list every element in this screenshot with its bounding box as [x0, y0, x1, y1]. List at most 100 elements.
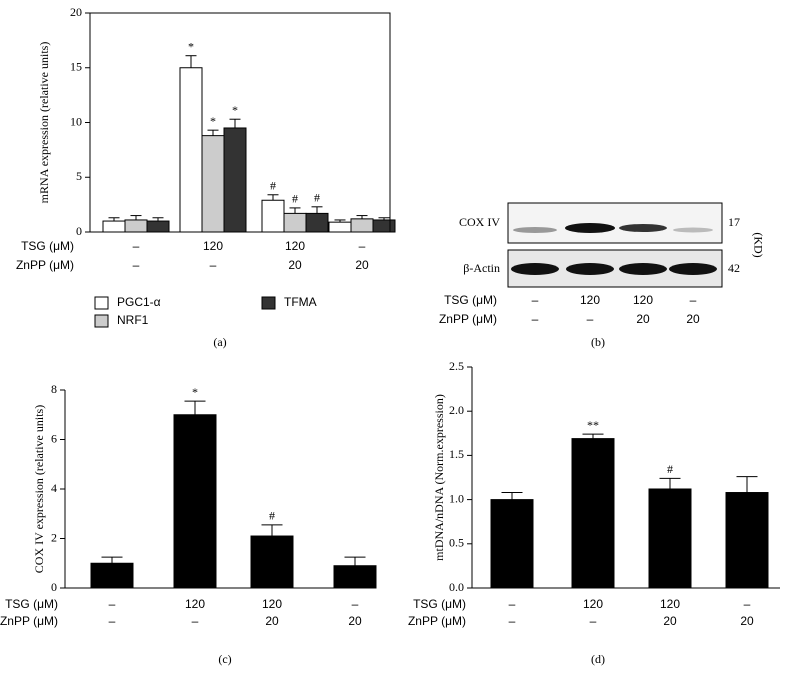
band-size: 17: [728, 215, 740, 229]
condition-value: 20: [355, 258, 369, 272]
annotation: #: [314, 191, 320, 205]
y-tick-label: 0.0: [449, 580, 464, 594]
legend-swatch: [94, 296, 109, 310]
condition-value: –: [590, 614, 597, 628]
condition-label: TSG (μM): [413, 597, 466, 611]
annotation: *: [232, 103, 238, 117]
condition-value: 20: [636, 312, 650, 326]
legend-label: NRF1: [117, 313, 149, 327]
bar: [201, 135, 225, 233]
condition-label: ZnPP (μM): [16, 258, 74, 272]
bar: [124, 219, 148, 233]
y-tick-label: 10: [70, 114, 82, 128]
y-axis-title: COX IV expression (relative units): [32, 405, 46, 573]
y-tick-label: 1.5: [449, 447, 464, 461]
condition-value: –: [109, 614, 116, 628]
condition-value: –: [192, 614, 199, 628]
bar: [146, 220, 170, 233]
band-label: COX IV: [459, 215, 500, 229]
legend-swatch: [261, 296, 276, 310]
band: [511, 263, 559, 275]
annotation: *: [192, 385, 198, 399]
condition-label: ZnPP (μM): [0, 614, 58, 628]
y-tick-label: 6: [51, 431, 57, 445]
y-tick-label: 2: [51, 530, 57, 544]
condition-label: TSG (μM): [444, 293, 497, 307]
bar: [372, 219, 396, 233]
bar: [350, 218, 374, 233]
condition-value: –: [532, 293, 539, 307]
condition-value: 20: [288, 258, 302, 272]
bar: [725, 492, 769, 589]
condition-label: ZnPP (μM): [439, 312, 497, 326]
annotation: #: [270, 179, 276, 193]
condition-value: –: [532, 312, 539, 326]
bar: [102, 220, 126, 233]
annotation: **: [587, 418, 599, 432]
y-tick-label: 8: [51, 382, 57, 396]
band-label: β-Actin: [463, 261, 500, 275]
condition-value: 120: [262, 597, 282, 611]
y-tick-label: 15: [70, 60, 82, 74]
y-tick-label: 0: [76, 224, 82, 238]
annotation: #: [667, 462, 673, 476]
annotation: *: [210, 114, 216, 128]
y-tick-label: 0.5: [449, 536, 464, 550]
condition-value: –: [210, 258, 217, 272]
y-axis-title: mtDNA/nDNA (Norm.expression): [432, 394, 446, 561]
condition-value: 120: [203, 239, 223, 253]
condition-value: –: [587, 312, 594, 326]
bar: [223, 127, 247, 233]
plot-frame: [89, 12, 391, 233]
band: [619, 263, 667, 275]
condition-label: TSG (μM): [21, 239, 74, 253]
bar: [490, 499, 534, 589]
legend-label: PGC1-α: [117, 295, 161, 309]
annotation: #: [269, 509, 275, 523]
band: [669, 263, 717, 275]
y-tick-label: 2.5: [449, 359, 464, 373]
bar: [648, 488, 692, 589]
y-axis-title: mRNA expression (relative units): [37, 42, 51, 204]
condition-value: –: [109, 597, 116, 611]
y-tick-label: 20: [70, 5, 82, 19]
bar: [179, 67, 203, 233]
condition-value: –: [352, 597, 359, 611]
bar: [90, 562, 134, 589]
annotation: #: [292, 192, 298, 206]
bar: [283, 212, 307, 233]
bar: [261, 199, 285, 233]
condition-value: –: [359, 239, 366, 253]
blot-image: [507, 202, 723, 288]
condition-value: 120: [185, 597, 205, 611]
y-tick-label: 1.0: [449, 491, 464, 505]
condition-value: –: [509, 597, 516, 611]
legend-swatch: [94, 314, 109, 328]
panel-label: (b): [591, 335, 605, 349]
bar: [250, 535, 294, 589]
band: [619, 224, 667, 232]
condition-value: –: [133, 239, 140, 253]
size-unit: (KD): [751, 232, 765, 257]
bar: [333, 565, 377, 589]
band: [566, 263, 614, 275]
condition-value: 20: [686, 312, 700, 326]
y-tick-label: 0: [51, 580, 57, 594]
condition-value: 120: [583, 597, 603, 611]
bar: [328, 221, 352, 233]
condition-label: TSG (μM): [5, 597, 58, 611]
condition-value: 120: [660, 597, 680, 611]
condition-value: 20: [348, 614, 362, 628]
bar: [173, 414, 217, 589]
condition-value: 20: [740, 614, 754, 628]
condition-value: –: [509, 614, 516, 628]
condition-value: –: [690, 293, 697, 307]
panel-label: (d): [591, 652, 605, 666]
legend-label: TFMA: [284, 295, 317, 309]
condition-value: 120: [285, 239, 305, 253]
band: [565, 223, 615, 233]
band-size: 42: [728, 261, 740, 275]
condition-value: 120: [633, 293, 653, 307]
bar: [571, 438, 615, 589]
